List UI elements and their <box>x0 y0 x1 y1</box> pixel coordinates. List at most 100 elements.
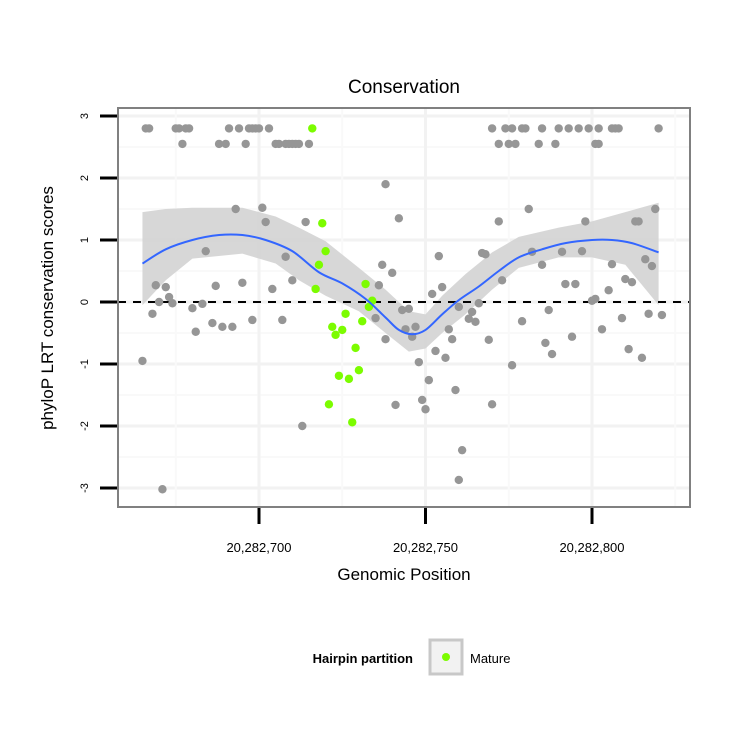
data-point <box>577 246 587 256</box>
data-point <box>651 204 660 214</box>
y-axis: 3 2 1 0 -1 -2 -3 <box>79 113 117 493</box>
data-point <box>268 284 277 294</box>
data-point <box>371 313 380 323</box>
y-tick-label: 0 <box>79 299 91 305</box>
y-axis-label: phyloP LRT conservation scores <box>38 186 57 430</box>
x-tick-label: 20,282,700 <box>226 540 291 555</box>
data-point <box>627 277 637 287</box>
data-point <box>404 304 414 314</box>
data-point <box>394 214 404 223</box>
data-point-mature <box>328 322 337 331</box>
data-point <box>378 260 387 269</box>
data-point <box>584 124 593 133</box>
data-point <box>447 335 457 344</box>
data-point <box>391 400 400 410</box>
data-point <box>557 247 567 256</box>
data-point <box>594 139 603 149</box>
data-point <box>264 124 274 133</box>
data-point <box>138 356 147 366</box>
data-point <box>647 261 657 271</box>
data-point <box>161 282 170 292</box>
data-point <box>451 385 460 395</box>
data-point <box>248 315 257 325</box>
data-point <box>211 281 220 291</box>
legend: Hairpin partition Mature <box>313 638 510 676</box>
data-point <box>411 322 420 331</box>
data-point <box>234 124 244 133</box>
data-point <box>254 124 264 133</box>
data-point <box>381 335 390 344</box>
data-point <box>437 282 447 292</box>
data-point <box>374 281 384 290</box>
data-point-mature <box>308 124 317 133</box>
data-point <box>467 307 477 317</box>
data-point-mature <box>311 284 320 294</box>
data-point <box>281 252 290 261</box>
plot-border <box>117 107 691 508</box>
data-point <box>494 139 503 149</box>
chart-title: Conservation <box>348 77 460 98</box>
confidence-ribbon-group <box>142 202 659 352</box>
data-point <box>551 139 560 149</box>
data-point-mature <box>324 400 334 409</box>
y-tick-label: -3 <box>79 483 91 493</box>
data-point <box>144 124 154 133</box>
data-point <box>524 204 533 214</box>
data-point <box>417 395 427 405</box>
data-point <box>554 124 563 133</box>
data-point <box>397 305 407 315</box>
data-point <box>221 139 230 149</box>
smooth-line-group <box>141 233 659 336</box>
data-point <box>501 124 510 133</box>
data-point <box>617 313 627 323</box>
data-point <box>537 124 547 133</box>
data-point <box>517 317 527 326</box>
data-point <box>454 475 463 485</box>
data-point <box>241 139 250 149</box>
data-point <box>298 421 307 431</box>
data-point-mature <box>334 371 344 380</box>
data-point <box>464 314 473 323</box>
legend-label-mature: Mature <box>470 651 510 666</box>
y-tick-label: -1 <box>79 359 91 369</box>
data-point <box>621 274 630 284</box>
data-point <box>581 217 590 226</box>
data-point <box>504 139 513 149</box>
data-point <box>158 485 167 494</box>
data-point <box>228 322 237 331</box>
data-point <box>614 124 623 133</box>
data-point <box>201 246 210 256</box>
data-point-mature <box>341 309 350 318</box>
data-point <box>188 304 197 313</box>
data-point-mature <box>344 374 354 384</box>
data-point-mature <box>314 260 324 269</box>
data-point <box>534 139 543 149</box>
data-point <box>634 217 643 226</box>
data-point <box>574 124 583 133</box>
data-point <box>547 349 557 359</box>
data-point <box>637 353 647 362</box>
data-point <box>431 346 440 356</box>
smooth-line <box>141 233 659 336</box>
data-point <box>191 327 200 336</box>
y-tick-label: 3 <box>79 113 91 119</box>
data-point <box>231 204 240 214</box>
data-point-mature <box>321 246 330 256</box>
data-point <box>151 281 160 290</box>
data-point <box>567 332 577 341</box>
data-point <box>564 124 573 133</box>
data-point <box>427 289 437 299</box>
data-point <box>238 278 247 287</box>
data-point <box>544 305 553 315</box>
data-point <box>381 180 390 189</box>
data-point <box>484 335 493 345</box>
data-point-mature <box>338 325 347 335</box>
data-point <box>594 124 603 133</box>
data-point <box>424 375 434 385</box>
y-tick-label: 1 <box>79 237 91 243</box>
data-point <box>481 250 490 259</box>
data-point <box>278 315 287 325</box>
data-point <box>537 260 547 269</box>
